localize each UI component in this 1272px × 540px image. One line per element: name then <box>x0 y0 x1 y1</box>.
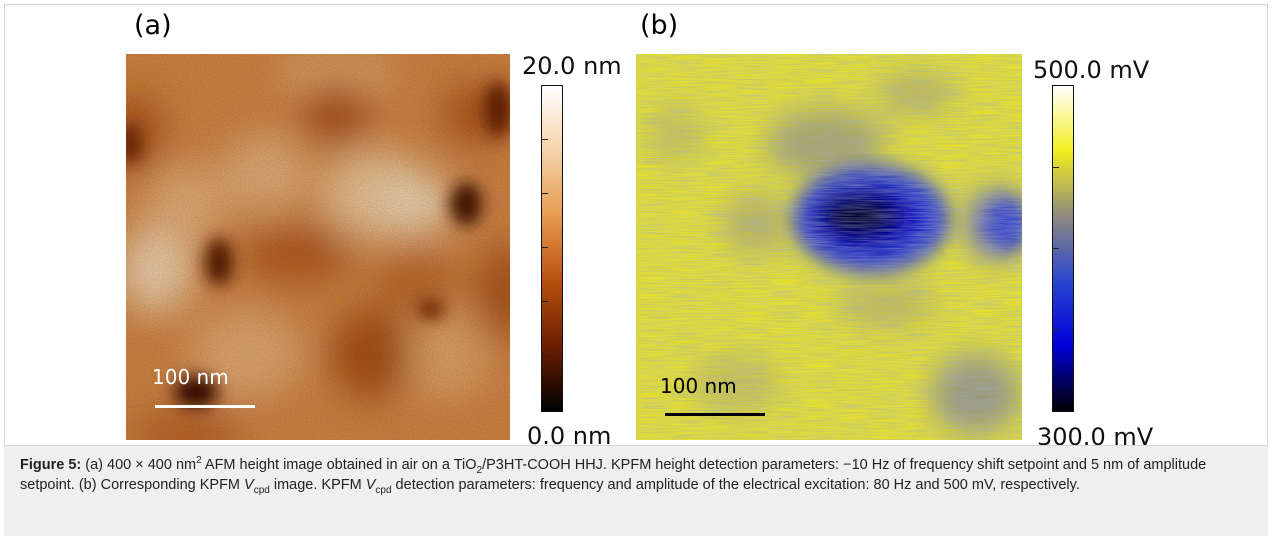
caption-italic: V <box>365 477 376 493</box>
colorbar-tick <box>1052 248 1059 249</box>
caption-sup: 2 <box>196 455 202 467</box>
caption-sub: cpd <box>253 484 270 496</box>
panel-b-colorbar <box>1052 85 1074 412</box>
panel-a-colorbar-gradient <box>542 86 562 411</box>
panel-b-letter: (b) <box>640 10 679 41</box>
panel-b-scale-bar <box>665 413 765 416</box>
panel-a-colorbar-min-label: 0.0 nm <box>527 422 612 450</box>
panel-a-colorbar <box>541 85 563 412</box>
afm-height-image <box>126 54 510 440</box>
caption-text: detection parameters: frequency and ampl… <box>391 477 1080 493</box>
caption-text: (a) 400 × 400 nm <box>81 457 197 473</box>
caption-text: /P3HT-COOH HHJ. KPFM height detection pa… <box>20 457 1207 493</box>
panel-b-colorbar-max-label: 500.0 mV <box>1033 56 1150 84</box>
caption-sub: cpd <box>375 484 392 496</box>
panel-a-scale-label: 100 nm <box>152 365 229 389</box>
figure-caption: Figure 5: (a) 400 × 400 nm2 AFM height i… <box>4 445 1268 536</box>
afm-height-map <box>126 54 510 440</box>
colorbar-tick <box>541 247 548 248</box>
panel-a-letter: (a) <box>134 10 172 41</box>
panel-b-scale-label: 100 nm <box>660 374 737 398</box>
caption-sub: 2 <box>476 464 483 476</box>
kpfm-potential-map <box>636 54 1022 440</box>
colorbar-tick <box>541 301 548 302</box>
caption-italic: V <box>244 477 254 493</box>
caption-label: Figure 5: <box>20 457 82 473</box>
caption-text: image. KPFM <box>269 477 366 493</box>
panel-a-scale-bar <box>155 405 255 408</box>
colorbar-tick <box>1052 329 1059 330</box>
colorbar-tick <box>1052 167 1059 168</box>
colorbar-tick <box>541 193 548 194</box>
colorbar-tick <box>541 139 548 140</box>
caption-text: AFM height image obtained in air on a Ti… <box>201 457 477 473</box>
colorbar-tick <box>541 355 548 356</box>
panel-a-colorbar-max-label: 20.0 nm <box>522 52 622 80</box>
kpfm-vcpd-image <box>636 54 1022 440</box>
